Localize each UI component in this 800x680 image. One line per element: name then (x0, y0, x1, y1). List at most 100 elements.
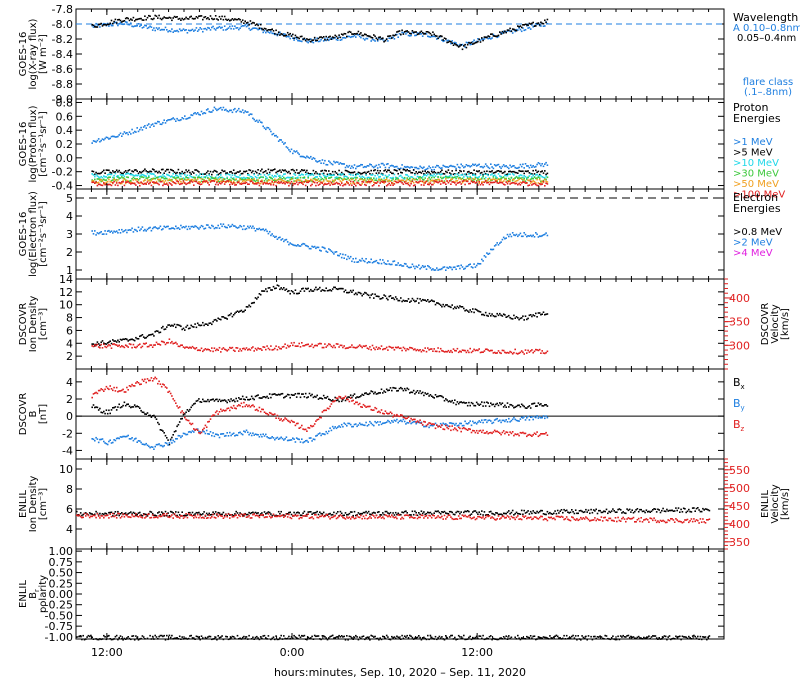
data-point (344, 254, 347, 256)
data-point (513, 28, 515, 31)
data-point (162, 121, 164, 124)
data-point (136, 345, 138, 348)
data-point (419, 176, 421, 178)
data-point (208, 110, 210, 113)
data-point (110, 181, 113, 183)
data-point (321, 37, 324, 39)
y-tick-label: 8 (66, 312, 73, 325)
data-point (236, 109, 239, 112)
data-point (162, 28, 164, 31)
data-point (457, 174, 460, 177)
data-point (290, 290, 293, 292)
data-point (519, 406, 522, 408)
data-point (321, 398, 324, 400)
data-point (511, 182, 514, 184)
data-point (311, 179, 313, 182)
data-point (234, 350, 236, 352)
data-point (406, 165, 408, 168)
data-point (398, 32, 401, 35)
data-point (460, 351, 462, 353)
data-point (164, 26, 167, 29)
data-point (389, 177, 392, 179)
data-point (216, 227, 218, 229)
data-point (430, 299, 433, 301)
data-point (373, 181, 375, 184)
data-point (464, 309, 466, 312)
data-point (529, 350, 532, 352)
data-point (537, 312, 540, 314)
data-point (209, 350, 212, 352)
data-point (520, 403, 523, 406)
data-point (366, 35, 369, 37)
data-point (433, 171, 435, 173)
data-point (223, 435, 226, 437)
data-point (167, 119, 169, 121)
data-point (409, 179, 411, 182)
data-point (312, 290, 315, 292)
data-point (257, 174, 259, 177)
data-point (139, 343, 141, 345)
data-point (151, 333, 154, 335)
data-point (303, 156, 306, 158)
data-point (328, 177, 330, 179)
data-point (333, 174, 335, 176)
data-point (511, 28, 514, 30)
data-point (518, 169, 520, 172)
data-point (355, 178, 357, 181)
data-point (504, 170, 506, 173)
data-point (492, 35, 495, 37)
data-point (397, 299, 399, 302)
data-point (222, 18, 225, 21)
data-point (321, 433, 324, 435)
data-point (173, 181, 176, 184)
data-point (100, 178, 102, 181)
data-point (342, 184, 344, 187)
data-point (123, 131, 126, 133)
y-tick-label: 5 (66, 192, 73, 205)
data-point (441, 35, 443, 38)
data-point (117, 179, 119, 181)
data-point (509, 316, 511, 319)
data-point (227, 180, 230, 182)
data-point (371, 37, 374, 39)
data-point (475, 264, 478, 267)
data-point (493, 164, 496, 166)
data-point (441, 395, 443, 398)
data-point (253, 301, 255, 304)
data-point (92, 404, 95, 406)
data-point (270, 176, 272, 179)
y-tick-label: -7.8 (52, 3, 73, 16)
data-point (241, 311, 244, 313)
data-point (163, 183, 165, 185)
data-point (348, 346, 351, 349)
data-point (338, 34, 340, 36)
data-point (401, 164, 403, 166)
data-point (542, 172, 545, 174)
data-point (415, 300, 417, 302)
data-point (263, 179, 266, 182)
data-point (382, 37, 384, 39)
data-point (437, 395, 439, 398)
data-point (355, 36, 357, 38)
data-point (455, 307, 457, 310)
data-point (115, 22, 118, 24)
data-point (407, 298, 410, 300)
data-point (131, 406, 133, 408)
data-point (373, 39, 375, 41)
data-point (284, 343, 286, 345)
data-point (118, 344, 120, 347)
data-point (346, 164, 348, 167)
data-point (213, 179, 216, 181)
data-point (108, 409, 110, 412)
data-point (221, 176, 223, 179)
data-point (322, 40, 325, 42)
data-point (518, 178, 520, 181)
data-point (348, 291, 351, 294)
data-point (222, 178, 225, 180)
data-point (137, 440, 140, 442)
data-point (238, 397, 240, 399)
data-point (488, 35, 491, 38)
data-point (244, 178, 246, 181)
data-point (171, 184, 173, 186)
data-point (245, 347, 248, 349)
